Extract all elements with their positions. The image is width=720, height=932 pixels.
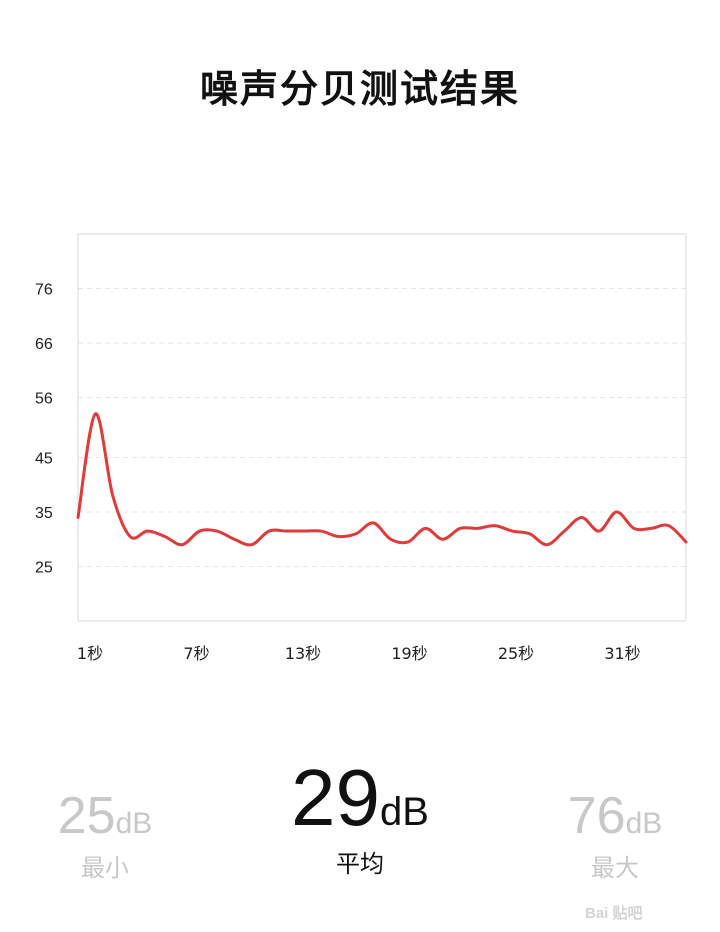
grid-lines: [78, 288, 686, 567]
avg-stat: 29dB 平均: [260, 752, 460, 879]
noise-line-chart: 76 66 56 45 35 25 1秒 7秒 13秒 19秒 25秒 31秒: [35, 233, 688, 663]
x-tick-label: 7秒: [183, 644, 209, 663]
x-tick-label: 25秒: [498, 644, 534, 663]
x-tick-label: 31秒: [604, 644, 640, 663]
y-axis-ticks: 76 66 56 45 35 25: [35, 282, 53, 577]
y-tick-label: 76: [35, 282, 53, 299]
avg-label: 平均: [336, 850, 384, 878]
min-label: 最小: [81, 854, 129, 882]
min-stat: 25dB 最小: [30, 786, 180, 883]
page-title: 噪声分贝测试结果: [199, 67, 520, 111]
x-axis-ticks: 1秒 7秒 13秒 19秒 25秒 31秒: [77, 644, 641, 663]
avg-value: 29: [291, 753, 381, 842]
x-tick-label: 13秒: [285, 644, 321, 663]
series-line: [76, 412, 688, 547]
max-unit: dB: [625, 807, 663, 840]
y-tick-label: 56: [35, 391, 53, 408]
x-tick-label: 19秒: [391, 644, 427, 663]
y-tick-label: 45: [35, 450, 53, 467]
plot-area-frame: [77, 233, 687, 622]
series-layer: [76, 412, 688, 547]
max-stat: 76dB 最大: [540, 786, 690, 883]
y-tick-label: 25: [35, 559, 53, 576]
max-value: 76: [567, 787, 626, 845]
watermark: Bai 贴吧: [585, 905, 643, 922]
y-tick-label: 66: [35, 336, 53, 353]
avg-unit: dB: [380, 790, 429, 834]
min-value: 25: [57, 787, 116, 845]
y-tick-label: 35: [35, 505, 53, 522]
min-unit: dB: [115, 807, 153, 840]
x-tick-label: 1秒: [77, 644, 103, 663]
max-label: 最大: [591, 854, 639, 882]
